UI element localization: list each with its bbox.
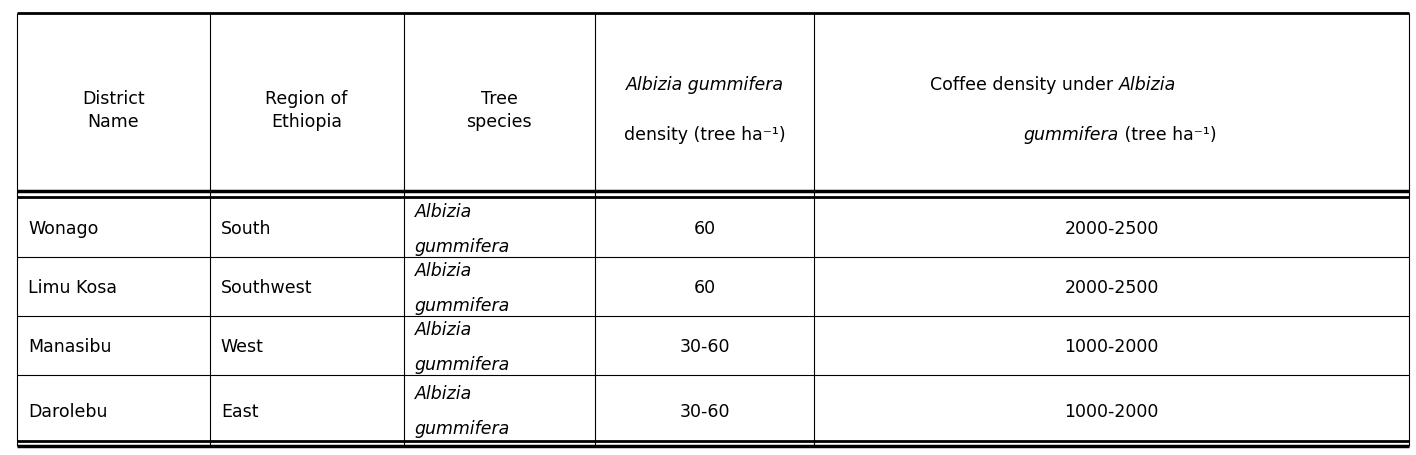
Text: Tree
species: Tree species — [466, 89, 532, 131]
Text: 2000-2500: 2000-2500 — [1065, 278, 1158, 297]
Text: Albizia: Albizia — [415, 320, 472, 338]
Text: Limu Kosa: Limu Kosa — [28, 278, 118, 297]
Text: Region of
Ethiopia: Region of Ethiopia — [265, 89, 348, 131]
Text: 2000-2500: 2000-2500 — [1065, 220, 1158, 238]
Text: Southwest: Southwest — [221, 278, 313, 297]
Text: Albizia: Albizia — [1119, 76, 1175, 94]
Text: East: East — [221, 402, 258, 420]
Text: 60: 60 — [694, 220, 715, 238]
Text: Albizia: Albizia — [415, 384, 472, 402]
Text: gummifera: gummifera — [415, 420, 510, 437]
Text: gummifera: gummifera — [415, 355, 510, 373]
Text: Darolebu: Darolebu — [28, 402, 108, 420]
Text: 1000-2000: 1000-2000 — [1065, 402, 1158, 420]
Text: District
Name: District Name — [82, 89, 144, 131]
Text: South: South — [221, 220, 272, 238]
Text: 30-60: 30-60 — [680, 338, 729, 356]
Text: density (tree ha⁻¹): density (tree ha⁻¹) — [623, 126, 786, 144]
Text: gummifera: gummifera — [1024, 126, 1119, 144]
Text: 60: 60 — [694, 278, 715, 297]
Text: (tree ha⁻¹): (tree ha⁻¹) — [1119, 126, 1216, 144]
Text: 30-60: 30-60 — [680, 402, 729, 420]
Text: Manasibu: Manasibu — [28, 338, 112, 356]
Text: Albizia: Albizia — [415, 261, 472, 279]
Text: Wonago: Wonago — [28, 220, 99, 238]
Text: gummifera: gummifera — [415, 296, 510, 314]
Text: Albizia: Albizia — [415, 202, 472, 220]
Text: gummifera: gummifera — [415, 238, 510, 255]
Text: 1000-2000: 1000-2000 — [1065, 338, 1158, 356]
Text: Coffee density under: Coffee density under — [930, 76, 1119, 94]
Text: West: West — [221, 338, 263, 356]
Text: Albizia gummifera: Albizia gummifera — [626, 76, 783, 94]
